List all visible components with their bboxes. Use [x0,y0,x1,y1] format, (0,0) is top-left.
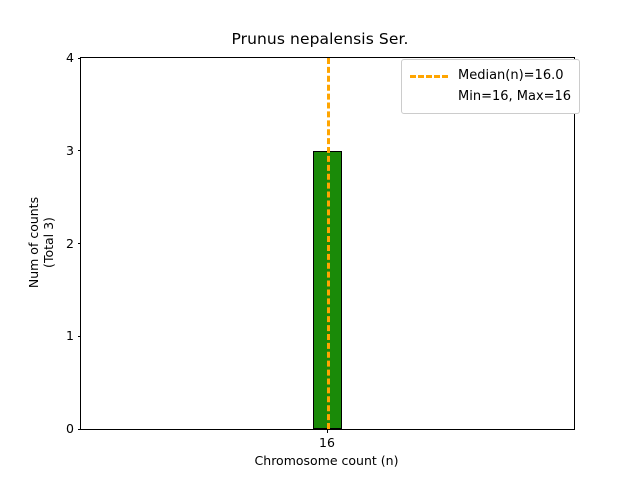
ytick-label: 3 [66,142,74,158]
ytick-label: 0 [66,421,74,436]
plot-inner [81,58,574,429]
median-line [327,58,330,429]
legend-entry-minmax: Min=16, Max=16 [409,86,571,107]
legend-label-median: Median(n)=16.0 [458,68,564,83]
ytick-mark [77,428,81,430]
ytick-mark [77,243,81,245]
ytick-mark [77,335,81,337]
ytick-label: 2 [66,235,74,251]
chart-legend: Median(n)=16.0 Min=16, Max=16 [401,59,581,114]
legend-blank-marker [409,91,449,103]
ytick-mark [77,150,81,152]
legend-entry-median: Median(n)=16.0 [409,65,571,86]
xtick-mark [326,429,328,433]
y-axis-label-line1: Num of counts [26,196,41,289]
chart-title: Prunus nepalensis Ser. [231,30,409,48]
ytick-mark [77,57,81,59]
ytick-label: 4 [66,50,74,65]
legend-label-minmax: Min=16, Max=16 [458,89,572,104]
xtick-label: 16 [319,435,335,450]
y-axis-label-line2: (Total 3) [41,217,56,268]
plot-area: 0 1 2 3 4 16 Median [66,50,581,450]
ytick-label: 1 [66,328,74,344]
dashed-line-icon [409,70,449,82]
y-axis-label: Num of counts (Total 3) [26,57,56,428]
x-axis-label: Chromosome count (n) [254,453,399,468]
